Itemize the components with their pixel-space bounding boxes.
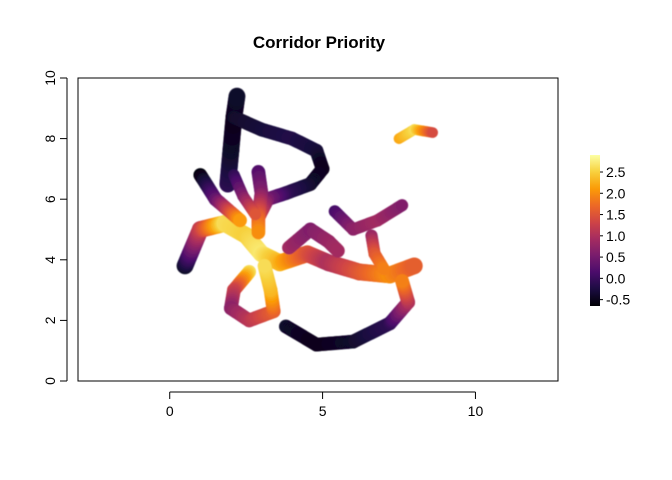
- plot-frame: [77, 77, 559, 382]
- colorbar-tick-label: -0.5: [606, 292, 630, 308]
- corridor-cell: [395, 199, 409, 212]
- y-tick-label: 8: [42, 134, 58, 142]
- colorbar-tick-label: 1.0: [606, 228, 626, 244]
- corridor-6: [228, 169, 262, 221]
- colorbar-tick-label: 2.0: [606, 185, 626, 201]
- corridor-cell: [249, 208, 262, 221]
- corridor-11: [223, 258, 281, 328]
- chart-title: Corridor Priority: [253, 33, 386, 52]
- y-tick-label: 10: [42, 70, 58, 86]
- corridor-cell: [228, 87, 246, 105]
- x-tick-label: 5: [319, 403, 327, 419]
- x-axis: 0 5 10: [166, 391, 484, 419]
- colorbar-scale: [590, 155, 600, 306]
- corridor-cell: [377, 262, 390, 276]
- y-tick-label: 6: [42, 195, 58, 203]
- corridor-4: [193, 168, 247, 228]
- colorbar-tick-label: 0.5: [606, 249, 626, 265]
- corridor-cell: [395, 274, 409, 288]
- y-tick-label: 0: [42, 377, 58, 385]
- x-tick-label: 10: [468, 403, 484, 419]
- corridor-10: [279, 274, 416, 352]
- corridor-9: [365, 229, 390, 276]
- heatmap-layer: [176, 87, 438, 352]
- corridor-3: [227, 110, 330, 225]
- corridor-8: [328, 199, 409, 236]
- colorbar-tick-label: 2.5: [606, 164, 626, 180]
- y-tick-label: 4: [42, 256, 58, 264]
- corridor-cell: [330, 243, 345, 258]
- x-tick-label: 0: [166, 403, 174, 419]
- y-axis: 0 2 4 6 8 10: [42, 70, 68, 385]
- corridor-cell: [233, 213, 247, 228]
- colorbar-tick-label: 1.5: [606, 207, 626, 223]
- colorbar-tick-label: 0.0: [606, 270, 626, 286]
- y-tick-label: 2: [42, 316, 58, 324]
- corridor-cell: [405, 257, 423, 275]
- corridor-cell: [427, 127, 438, 138]
- colorbar-legend: -0.5 0.0 0.5 1.0 1.5 2.0 2.5: [590, 155, 630, 308]
- corridor-cell: [257, 258, 272, 273]
- corridor-cell: [251, 225, 266, 240]
- colorbar-ticks: -0.5 0.0 0.5 1.0 1.5 2.0 2.5: [600, 164, 630, 308]
- corridor-12: [393, 124, 438, 144]
- corridor-7: [282, 222, 345, 258]
